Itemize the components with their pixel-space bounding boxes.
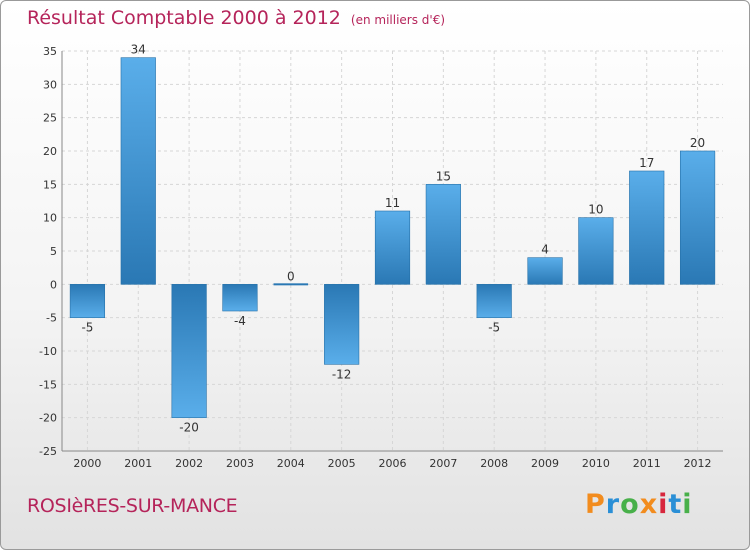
bar [324, 284, 360, 365]
logo-letter: x [639, 489, 659, 520]
city-name: ROSIèRES-SUR-MANCE [27, 495, 238, 517]
data-label: 20 [690, 136, 705, 150]
y-tick-label: -25 [39, 445, 57, 458]
y-tick-label: 20 [43, 145, 57, 158]
x-tick-label: 2004 [277, 457, 305, 470]
data-label: 17 [639, 156, 654, 170]
chart-title: Résultat Comptable 2000 à 2012 (en millie… [27, 7, 445, 29]
data-label: -12 [332, 367, 352, 381]
data-label: -5 [488, 321, 500, 335]
data-label: 34 [131, 43, 146, 57]
logo-letter: t [668, 489, 683, 520]
bar [374, 210, 411, 285]
y-tick-label: 15 [43, 178, 57, 191]
x-tick-label: 2009 [531, 457, 559, 470]
data-label: 15 [436, 169, 451, 183]
x-tick-label: 2005 [328, 457, 356, 470]
x-tick-label: 2011 [633, 457, 661, 470]
data-label: -20 [179, 421, 199, 435]
bar [69, 284, 106, 318]
x-tick-label: 2012 [684, 457, 712, 470]
logo-letter: r [605, 489, 621, 520]
bar [222, 284, 258, 312]
proxiti-logo: Proxiti [585, 489, 693, 520]
logo-letter: P [585, 489, 606, 520]
x-tick-label: 2007 [429, 457, 457, 470]
chart-title-text: Résultat Comptable 2000 à 2012 [27, 7, 341, 29]
x-tick-label: 2006 [379, 457, 407, 470]
data-label: 4 [541, 243, 549, 257]
y-tick-label: 25 [43, 112, 57, 125]
y-tick-label: 10 [43, 212, 57, 225]
y-tick-label: -20 [39, 412, 57, 425]
bar [171, 284, 207, 418]
y-tick-label: 35 [43, 45, 57, 58]
bar [476, 284, 512, 318]
y-tick-label: 30 [43, 78, 57, 91]
x-tick-label: 2008 [480, 457, 508, 470]
logo-letter: o [620, 489, 640, 520]
data-label: -4 [234, 314, 246, 328]
bar [679, 150, 716, 285]
y-tick-label: -10 [39, 345, 57, 358]
data-label: 10 [588, 203, 603, 217]
bar [527, 257, 563, 285]
data-label: -5 [81, 321, 93, 335]
x-tick-label: 2010 [582, 457, 610, 470]
logo-letter: i [682, 489, 693, 520]
y-tick-label: 5 [50, 245, 57, 258]
bar [629, 170, 665, 285]
logo-letter: i [658, 489, 669, 520]
x-tick-label: 2001 [124, 457, 152, 470]
x-tick-label: 2003 [226, 457, 254, 470]
bar [273, 283, 309, 286]
x-tick-label: 2000 [73, 457, 101, 470]
bar [578, 217, 614, 285]
bar [425, 184, 461, 285]
y-tick-label: 0 [50, 278, 57, 291]
bar [120, 57, 156, 285]
data-label: 0 [287, 269, 295, 283]
chart-unit-note: (en milliers d'€) [350, 13, 446, 27]
x-tick-label: 2002 [175, 457, 203, 470]
y-tick-label: -5 [46, 312, 57, 325]
data-label: 11 [385, 196, 400, 210]
y-tick-label: -15 [39, 378, 57, 391]
